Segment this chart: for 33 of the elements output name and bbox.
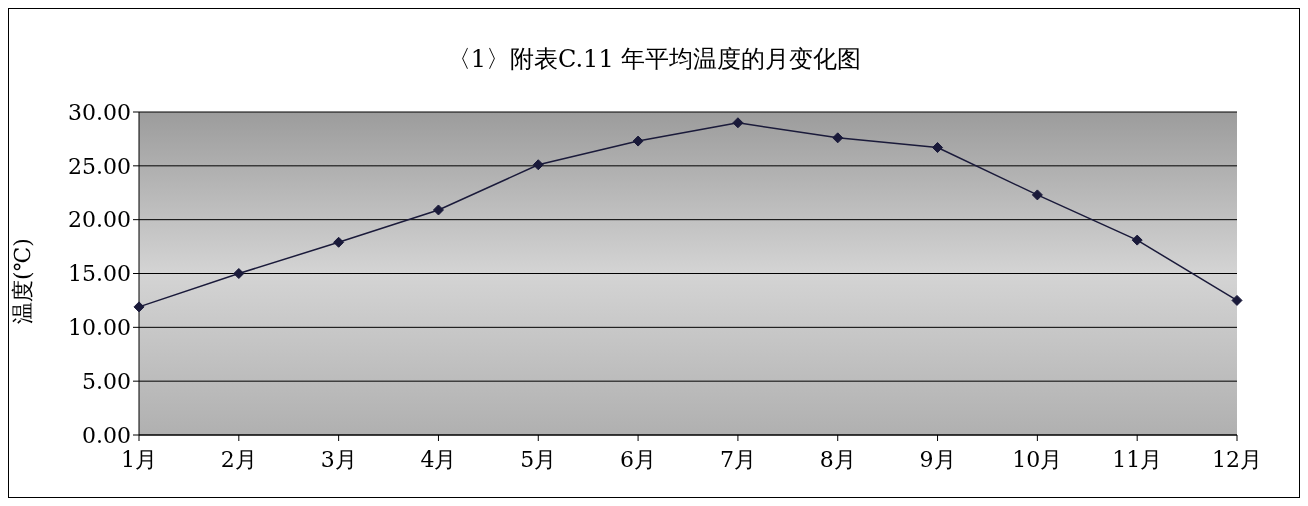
x-tick-label: 2月	[220, 446, 257, 472]
x-tick-label: 4月	[420, 446, 457, 472]
x-tick-label: 9月	[919, 446, 956, 472]
point	[832, 132, 844, 144]
x-tick-label: 11月	[1112, 446, 1163, 472]
point	[432, 204, 444, 216]
point	[233, 268, 245, 279]
y-tick-label: 25.00	[68, 153, 131, 179]
y-tick-label: 10.00	[68, 315, 131, 341]
point	[333, 236, 345, 248]
x-tick-label: 7月	[719, 446, 756, 472]
x-tick-label: 12月	[1212, 446, 1262, 472]
x-tick-label: 3月	[320, 446, 357, 472]
point	[1231, 294, 1243, 306]
point	[1131, 234, 1143, 246]
x-tick-label: 1月	[121, 446, 157, 472]
x-tick-label: 10月	[1012, 446, 1063, 472]
chart-title: 〈1〉附表C.11 年平均温度的月变化图	[445, 44, 863, 75]
point	[133, 301, 145, 313]
point	[1031, 189, 1043, 201]
point	[732, 117, 744, 129]
y-axis-title: 温度(℃)	[9, 238, 36, 324]
point	[632, 135, 644, 147]
y-tick-label: 5.00	[82, 368, 131, 394]
x-tick-label: 5月	[520, 446, 557, 472]
x-tick-label: 6月	[620, 446, 657, 472]
point	[932, 142, 944, 154]
y-tick-label: 20.00	[68, 207, 131, 233]
x-tick-label: 8月	[819, 446, 856, 472]
point	[532, 159, 544, 171]
y-tick-label: 0.00	[82, 422, 131, 448]
y-tick-label: 15.00	[68, 261, 131, 287]
y-tick-label: 30.00	[68, 99, 131, 125]
